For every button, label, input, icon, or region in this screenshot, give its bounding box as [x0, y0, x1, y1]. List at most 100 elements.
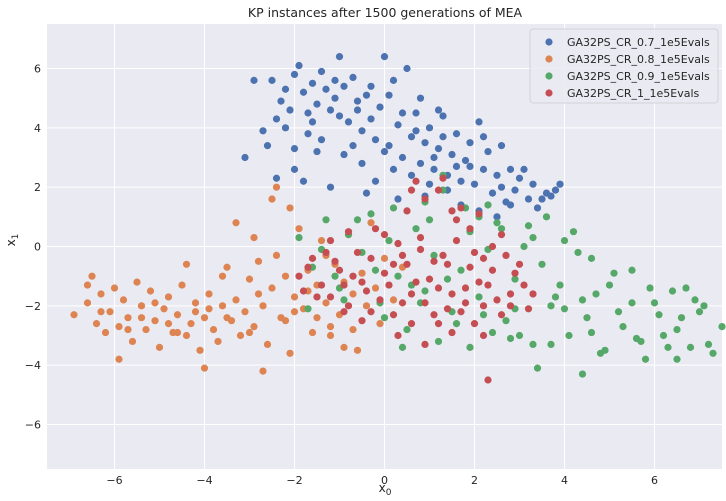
data-point: [371, 225, 380, 233]
data-point: [511, 269, 519, 277]
data-point: [407, 186, 416, 194]
data-point: [547, 340, 555, 348]
data-point: [191, 308, 200, 316]
data-point: [673, 355, 681, 363]
data-point: [92, 320, 101, 328]
data-point: [362, 91, 371, 99]
data-point: [97, 308, 105, 316]
legend-frame: [529, 28, 719, 104]
data-point: [380, 53, 389, 61]
data-point: [506, 302, 515, 310]
x-tick-label: 4: [561, 474, 568, 487]
data-point: [313, 147, 321, 156]
data-point: [295, 272, 303, 280]
data-point: [520, 281, 528, 289]
y-tick-label: 0: [34, 241, 41, 254]
data-point: [209, 325, 218, 334]
data-point: [403, 260, 411, 268]
data-point: [385, 142, 393, 150]
data-point: [704, 340, 713, 348]
data-point: [497, 142, 506, 150]
data-point: [466, 225, 474, 233]
data-point: [133, 278, 141, 286]
x-tick-label: 2: [471, 474, 478, 487]
data-point: [340, 281, 348, 289]
data-point: [245, 328, 254, 337]
data-point: [493, 296, 501, 304]
data-point: [326, 293, 335, 301]
data-point: [457, 177, 465, 185]
data-point: [358, 278, 366, 286]
data-point: [497, 311, 506, 319]
data-point: [376, 296, 384, 304]
data-point: [407, 320, 416, 328]
data-point: [290, 165, 299, 173]
data-point: [182, 260, 191, 268]
data-point: [272, 183, 281, 191]
data-point: [389, 311, 398, 319]
data-point: [461, 299, 470, 307]
data-point: [272, 115, 281, 123]
data-point: [173, 311, 182, 319]
data-point: [286, 106, 294, 114]
data-point: [245, 275, 254, 283]
data-point: [380, 254, 389, 262]
data-point: [295, 225, 303, 233]
data-point: [434, 337, 443, 346]
data-point: [596, 349, 605, 357]
data-point: [317, 67, 326, 76]
data-point: [160, 305, 168, 313]
x-tick-label: 6: [651, 474, 658, 487]
data-point: [326, 323, 335, 331]
data-point: [335, 112, 344, 120]
data-point: [421, 139, 429, 147]
data-point: [295, 234, 303, 242]
legend-marker: [545, 89, 553, 97]
data-point: [119, 296, 128, 304]
data-point: [353, 97, 362, 105]
data-point: [335, 266, 344, 274]
data-point: [556, 180, 564, 188]
data-point: [529, 290, 537, 298]
data-point: [529, 234, 537, 242]
data-point: [430, 153, 438, 162]
data-point: [502, 251, 510, 259]
data-point: [475, 278, 483, 286]
data-point: [430, 257, 438, 265]
x-axis-label-main: x: [379, 481, 386, 495]
data-point: [353, 346, 362, 354]
data-point: [317, 136, 326, 144]
data-point: [583, 314, 591, 322]
data-point: [403, 207, 411, 215]
data-point: [511, 186, 519, 194]
data-point: [587, 254, 596, 262]
data-point: [457, 204, 465, 212]
data-point: [443, 305, 452, 313]
data-point: [313, 100, 321, 108]
data-point: [223, 263, 231, 271]
data-point: [304, 263, 312, 271]
data-point: [466, 343, 474, 351]
data-point: [605, 281, 614, 289]
data-point: [709, 349, 717, 357]
data-point: [668, 287, 677, 295]
data-point: [290, 145, 299, 153]
data-point: [367, 82, 375, 90]
data-point: [416, 234, 425, 242]
x-tick-label: −6: [106, 474, 122, 487]
data-point: [614, 308, 623, 316]
x-tick-label: 0: [381, 474, 388, 487]
data-point: [250, 76, 258, 84]
data-point: [196, 346, 204, 354]
data-point: [218, 302, 227, 310]
data-point: [349, 73, 357, 81]
data-point: [493, 219, 501, 227]
data-point: [659, 331, 668, 340]
data-point: [304, 130, 312, 138]
data-point: [353, 248, 362, 257]
data-point: [479, 133, 488, 141]
data-point: [475, 118, 483, 126]
data-point: [326, 183, 335, 191]
data-point: [340, 308, 348, 316]
data-point: [466, 162, 474, 170]
